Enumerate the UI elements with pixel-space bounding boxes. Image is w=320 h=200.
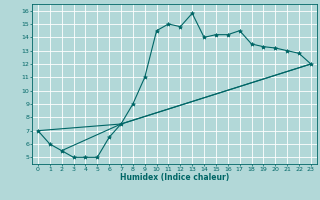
X-axis label: Humidex (Indice chaleur): Humidex (Indice chaleur)	[120, 173, 229, 182]
